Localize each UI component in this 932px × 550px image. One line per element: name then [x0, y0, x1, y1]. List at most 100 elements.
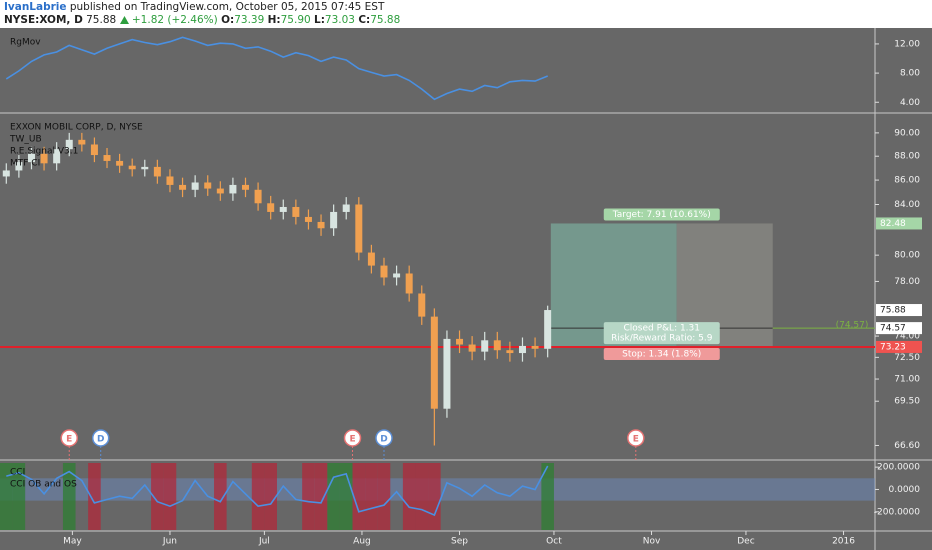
y-tick-label: 84.00 — [894, 200, 920, 210]
author[interactable]: IvanLabrie — [4, 1, 67, 13]
candle-body — [65, 139, 73, 150]
candle-body — [456, 338, 464, 345]
candle-body — [493, 340, 501, 351]
y-tick-label: -200.0000 — [874, 507, 920, 517]
candle-body — [242, 184, 250, 190]
candle-body — [53, 149, 61, 164]
y-tick-label: 74.00 — [894, 332, 920, 342]
event-marker[interactable] — [343, 429, 362, 447]
candle-body — [216, 188, 224, 194]
candle-body — [481, 340, 489, 352]
y-tick-label: 80.00 — [894, 251, 920, 261]
candle-body — [153, 166, 161, 177]
candle-body — [443, 338, 451, 409]
header: IvanLabrie published on TradingView.com,… — [0, 0, 932, 28]
line-series — [5, 36, 549, 101]
candle-body — [418, 293, 426, 317]
event-marker[interactable] — [375, 429, 393, 447]
candle-body — [103, 155, 111, 161]
candle-body — [141, 166, 149, 170]
cci-extreme-bar — [214, 463, 227, 530]
y-tick-label: 12.00 — [894, 39, 920, 49]
plot-background — [0, 28, 932, 550]
x-tick-label: Oct — [546, 537, 562, 547]
field-label: O: — [221, 14, 235, 26]
field-value: 73.39 — [234, 14, 265, 26]
x-tick-label: Jul — [258, 537, 270, 547]
cci-extreme-bar — [365, 463, 378, 530]
x-tick-label: Jun — [162, 537, 177, 547]
band-label: CCI OB and OS — [10, 480, 77, 490]
y-tick-label: 69.50 — [894, 397, 920, 407]
ohlc: O:73.39 H:75.90 L:73.03 C:75.88 — [221, 14, 400, 26]
cci-extreme-bar — [377, 463, 391, 530]
event-marker[interactable] — [60, 429, 78, 447]
y-tick-label: 86.00 — [894, 176, 920, 186]
indicator-name: MTF CI — [10, 159, 40, 169]
cci-extreme-bar — [62, 463, 76, 530]
candle-body — [128, 165, 136, 170]
event-marker[interactable] — [91, 429, 110, 447]
price-label-bg — [876, 340, 922, 353]
indicator-name: R.E.Signal V3.1 — [10, 147, 78, 157]
stop-label-bg — [603, 347, 720, 360]
stop-label: Stop: 1.34 (1.8%) — [622, 349, 701, 359]
candle-body — [191, 182, 199, 190]
x-tick-label: May — [63, 537, 82, 547]
indicator-name: TW_UB — [9, 135, 42, 145]
panel-title: EXXON MOBIL CORP, D, NYSE — [10, 123, 143, 133]
price-label: 82.48 — [880, 219, 906, 229]
y-tick-label: 200.0000 — [877, 463, 920, 473]
field-value: 73.03 — [324, 14, 355, 26]
candle-body — [393, 273, 401, 278]
cci-extreme-bar — [314, 463, 328, 530]
candle-body — [204, 182, 212, 189]
candle-body — [430, 316, 438, 409]
price-label-bg — [876, 217, 922, 230]
panel-title: CCI — [10, 468, 25, 478]
panel-title: RgMov — [10, 38, 41, 48]
cci-extreme-bar — [12, 463, 26, 530]
pnl-label-bg — [603, 322, 720, 345]
candle-body — [355, 204, 363, 253]
candle-body — [166, 176, 174, 185]
last-price: 75.88 — [86, 14, 117, 26]
cci-extreme-bar — [88, 463, 101, 530]
cci-extreme-bar — [0, 463, 13, 530]
field-value: 75.88 — [370, 14, 401, 26]
y-tick-label: 66.60 — [894, 441, 920, 451]
event-label: E — [66, 435, 72, 445]
event-marker[interactable] — [627, 429, 645, 447]
candle-body — [116, 160, 124, 166]
candle-body — [468, 344, 476, 352]
line-series — [6, 465, 549, 517]
candle-body — [544, 310, 552, 349]
candle-body — [27, 153, 35, 163]
y-tick-label: 78.00 — [894, 277, 920, 287]
cci-extreme-bar — [327, 463, 340, 530]
published: published on TradingView.com, October 05… — [69, 1, 385, 13]
field-label: C: — [358, 14, 371, 26]
candle-body — [267, 203, 275, 212]
target-label-bg — [603, 208, 720, 221]
cci-extreme-bar — [339, 463, 353, 530]
price-label: 75.88 — [880, 306, 906, 316]
cci-extreme-bar — [163, 463, 177, 530]
price-label: 73.23 — [880, 342, 906, 352]
candle-body — [2, 170, 10, 177]
candle-body — [90, 144, 98, 156]
field-value: 75.90 — [280, 14, 311, 26]
target-label: Target: 7.91 (10.61%) — [612, 210, 711, 220]
candle-body — [179, 184, 187, 190]
cci-extreme-bar — [415, 463, 429, 530]
cci-extreme-bar — [352, 463, 366, 530]
cci-extreme-bar — [428, 463, 441, 530]
candle-body — [367, 252, 375, 266]
candle-body — [317, 221, 325, 229]
cci-extreme-bar — [541, 463, 554, 530]
y-tick-label: 90.00 — [894, 128, 920, 138]
price-label-bg — [876, 322, 922, 335]
candle-body — [229, 184, 237, 194]
y-tick-label: 88.00 — [894, 152, 920, 162]
